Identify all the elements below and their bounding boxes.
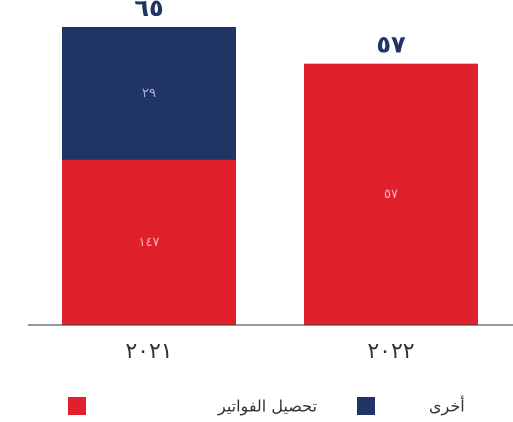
x-tick-label: ٢٠٢١ [125,339,172,364]
legend-swatch [357,397,375,415]
legend-swatch [68,397,86,415]
bar-segment [62,27,236,160]
value-label: ٢٩ [142,86,156,101]
value-label: ١٤٧ [139,235,160,250]
bar-segment [62,159,236,325]
legend-label: تحصيل الفواتير [217,397,317,417]
value-label: ٥٧ [384,187,398,202]
total-label: ٥٧ [376,31,406,59]
x-tick-label: ٢٠٢٢ [367,339,414,364]
legend-label: أخرى [429,396,465,417]
total-label: ٦٥ [134,0,163,22]
bar-segment [304,63,478,326]
